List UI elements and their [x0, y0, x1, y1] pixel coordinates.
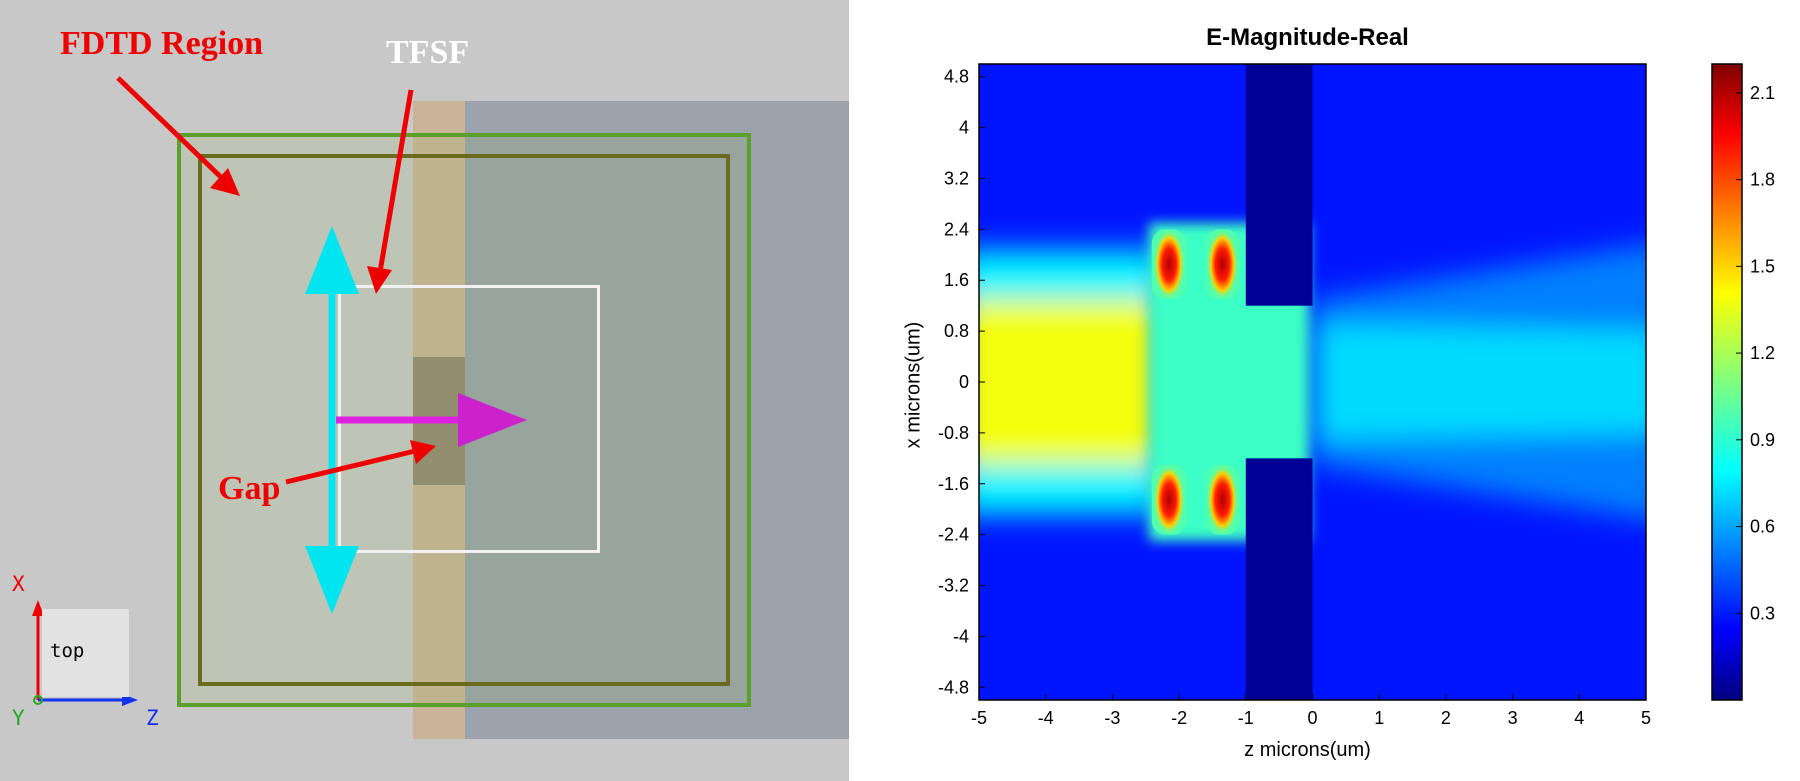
gap-annotation-arrow-head [410, 440, 436, 464]
hot-spot-0 [1153, 229, 1185, 300]
y-tick-label: -1.6 [938, 474, 969, 494]
simulation-layout-view: FDTD Region TFSF Gap top X Y Z [0, 0, 849, 781]
field-heatmap-chart: E-Magnitude-Real -5 -4 -3 -2 [849, 0, 1800, 781]
y-tick-label: -2.4 [938, 525, 969, 545]
polarization-arrow-up-head [305, 226, 359, 294]
y-tick-label: -3.2 [938, 576, 969, 596]
fdtd-region-label: FDTD Region [60, 25, 264, 62]
hot-spot-2 [1153, 464, 1185, 535]
metal-block-1 [1245, 458, 1313, 700]
axis-y-label: Y [12, 706, 25, 730]
y-tick-label: -4.8 [938, 677, 969, 697]
y-tick-label: 1.6 [944, 270, 969, 290]
y-tick-label: 0 [959, 372, 969, 392]
x-tick-label: -4 [1038, 708, 1054, 728]
y-tick-label: 3.2 [944, 168, 969, 188]
x-tick-label: -1 [1238, 708, 1254, 728]
view-label: top [50, 640, 85, 662]
incident-beam-core [979, 299, 1163, 465]
x-tick-label: 3 [1508, 708, 1518, 728]
y-tick-label: 4.8 [944, 67, 969, 87]
annotation-arrows [32, 76, 527, 706]
colorbar-tick-label: 1.2 [1750, 343, 1775, 363]
substrate-region [465, 101, 849, 739]
incident-beam [979, 249, 1163, 515]
x-tick-label: -5 [971, 708, 987, 728]
x-tick-label: 1 [1374, 708, 1384, 728]
fdtd-region-outer-boundary [177, 133, 751, 707]
y-tick-label: -4 [953, 626, 969, 646]
y-tick-label: 0.8 [944, 321, 969, 341]
hot-spot-1 [1207, 229, 1238, 300]
x-tick-label: 2 [1441, 708, 1451, 728]
polarization-arrow-down-head [305, 546, 359, 614]
gap-annotation-arrow-line [285, 448, 416, 485]
fdtd-region-inner-boundary [198, 154, 730, 686]
colorbar-tick-label: 0.9 [1750, 430, 1775, 450]
colorbar-tick-label: 1.8 [1750, 170, 1775, 190]
hot-spot-3 [1207, 464, 1238, 535]
tfsf-label: TFSF [386, 34, 470, 71]
transmitted-beam [1312, 245, 1646, 519]
y-axis-label: x microns(um) [902, 321, 925, 449]
view-label-box [42, 609, 129, 697]
x-tick-label: -3 [1104, 708, 1120, 728]
x-axis-label: z microns(um) [1244, 739, 1371, 761]
colorbar-tick-label: 0.6 [1750, 517, 1775, 537]
fdtd-annotation-arrow-head [210, 168, 240, 196]
plot-area [979, 64, 1646, 700]
fdtd-annotation-arrow-line [116, 76, 228, 184]
x-axis-triad-head [32, 600, 44, 616]
colorbar-tick-label: 0.3 [1750, 603, 1775, 623]
colorbar [1711, 63, 1743, 701]
tfsf-annotation-arrow-head [367, 266, 392, 294]
transmitted-beam-core [1312, 324, 1646, 440]
heatmap-plot: -5 -4 -3 -2 -1 0 1 2 3 4 5 4.8 4 3.2 2.4 1.6 0.8 0 -0.8 -1… [938, 63, 1775, 728]
metal-block-0 [1245, 64, 1313, 306]
tfsf-annotation-arrow-line [377, 89, 414, 273]
gap-label: Gap [218, 470, 281, 507]
y-axis-ticks: 4.8 4 3.2 2.4 1.6 0.8 0 -0.8 -1.6 -2.4 -3.2 -4 -4.8 [938, 67, 985, 697]
chart-title: E-Magnitude-Real [1206, 24, 1409, 51]
x-tick-label: -2 [1171, 708, 1187, 728]
y-tick-label: -0.8 [938, 423, 969, 443]
y-axis-triad-origin [33, 695, 43, 705]
x-axis-ticks: -5 -4 -3 -2 -1 0 1 2 3 4 5 [971, 694, 1651, 728]
colorbar-ticks: 2.1 1.8 1.5 1.2 0.9 0.6 0.3 [1736, 83, 1775, 623]
y-tick-label: 2.4 [944, 219, 969, 239]
colorbar-tick-label: 2.1 [1750, 83, 1775, 103]
axis-z-label: Z [146, 706, 159, 730]
x-tick-label: 0 [1307, 708, 1317, 728]
colorbar-tick-label: 1.5 [1750, 256, 1775, 276]
x-tick-label: 5 [1641, 708, 1651, 728]
axis-x-label: X [12, 572, 25, 596]
z-axis-triad-head [122, 694, 138, 706]
y-tick-label: 4 [959, 118, 969, 138]
propagation-arrow-head [458, 393, 527, 447]
x-tick-label: 4 [1574, 708, 1584, 728]
